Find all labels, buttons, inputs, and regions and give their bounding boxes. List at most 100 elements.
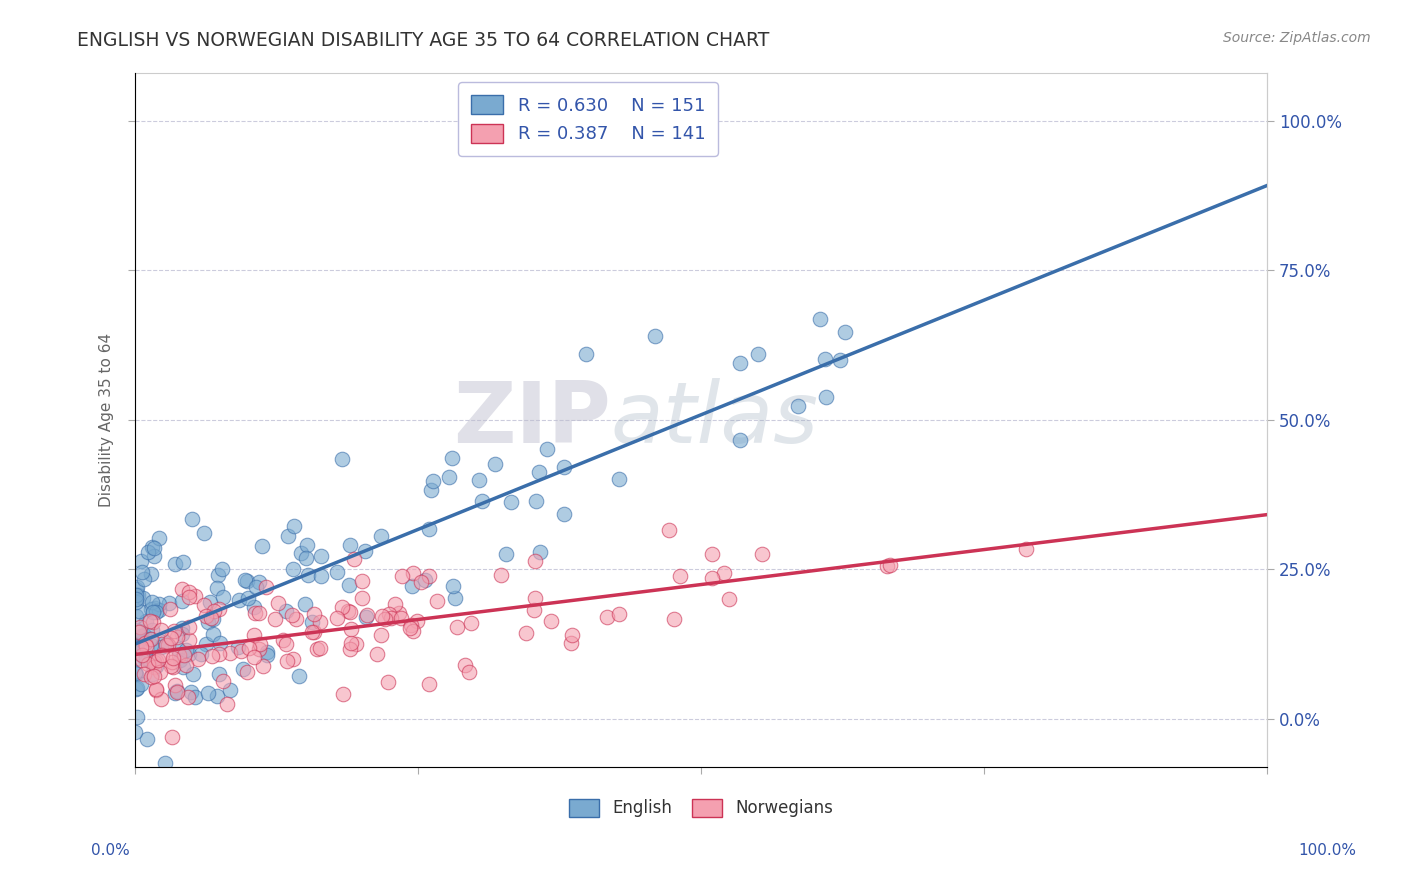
Point [256, 644, 278, 658]
Point [290, 545, 312, 559]
Point [380, 610, 402, 624]
Point [340, 622, 363, 636]
Point [283, 519, 305, 533]
Point [160, 656, 183, 670]
Point [523, 591, 546, 606]
Point [495, 547, 517, 561]
Point [343, 551, 366, 566]
Point [179, 648, 201, 662]
Point [254, 580, 277, 594]
Point [205, 689, 228, 703]
Point [125, 650, 148, 665]
Point [193, 598, 215, 612]
Point [167, 648, 190, 662]
Point [142, 615, 165, 629]
Point [229, 644, 252, 658]
Point [201, 612, 224, 626]
Point [283, 562, 305, 576]
Point [232, 662, 254, 676]
Point [411, 575, 433, 590]
Point [830, 353, 852, 368]
Point [302, 624, 325, 639]
Point [163, 557, 186, 571]
Point [150, 640, 173, 654]
Point [295, 550, 318, 565]
Point [124, 682, 146, 697]
Point [124, 665, 146, 680]
Point [786, 399, 808, 413]
Point [371, 609, 394, 624]
Point [717, 591, 740, 606]
Point [211, 562, 233, 576]
Point [129, 554, 152, 568]
Point [524, 493, 547, 508]
Point [398, 621, 420, 635]
Legend: English, Norwegians: English, Norwegians [562, 792, 839, 824]
Point [127, 588, 149, 602]
Point [201, 648, 224, 663]
Point [128, 624, 150, 638]
Point [197, 686, 219, 700]
Point [344, 637, 367, 651]
Point [277, 529, 299, 543]
Point [155, 638, 177, 652]
Point [243, 649, 266, 664]
Point [553, 508, 575, 522]
Point [350, 574, 373, 588]
Point [127, 580, 149, 594]
Point [815, 390, 838, 404]
Point [523, 603, 546, 617]
Point [157, 596, 180, 610]
Point [145, 658, 167, 673]
Point [446, 620, 468, 634]
Point [124, 639, 146, 653]
Point [308, 615, 330, 629]
Point [238, 641, 260, 656]
Point [274, 637, 297, 651]
Point [124, 640, 146, 654]
Point [468, 473, 491, 487]
Point [326, 565, 349, 579]
Point [879, 558, 901, 573]
Point [125, 595, 148, 609]
Point [713, 566, 735, 580]
Point [139, 567, 162, 582]
Point [243, 600, 266, 615]
Point [141, 670, 163, 684]
Point [184, 590, 207, 604]
Point [135, 651, 157, 665]
Point [141, 666, 163, 681]
Point [658, 523, 681, 537]
Point [247, 642, 270, 657]
Point [207, 667, 229, 681]
Point [169, 653, 191, 667]
Point [124, 588, 146, 602]
Point [127, 681, 149, 695]
Point [194, 609, 217, 624]
Point [177, 690, 200, 705]
Point [136, 657, 159, 671]
Point [402, 566, 425, 581]
Point [460, 615, 482, 630]
Point [177, 585, 200, 599]
Point [238, 591, 260, 605]
Point [281, 608, 304, 623]
Point [243, 627, 266, 641]
Point [501, 495, 523, 509]
Point [366, 647, 388, 661]
Point [406, 614, 429, 628]
Point [267, 596, 290, 610]
Point [276, 654, 298, 668]
Point [128, 604, 150, 618]
Point [148, 531, 170, 545]
Point [374, 612, 396, 626]
Point [160, 631, 183, 645]
Point [454, 657, 477, 672]
Point [172, 660, 194, 674]
Point [208, 647, 231, 661]
Point [129, 630, 152, 644]
Point [141, 594, 163, 608]
Point [174, 658, 197, 673]
Point [132, 591, 155, 606]
Point [384, 597, 406, 611]
